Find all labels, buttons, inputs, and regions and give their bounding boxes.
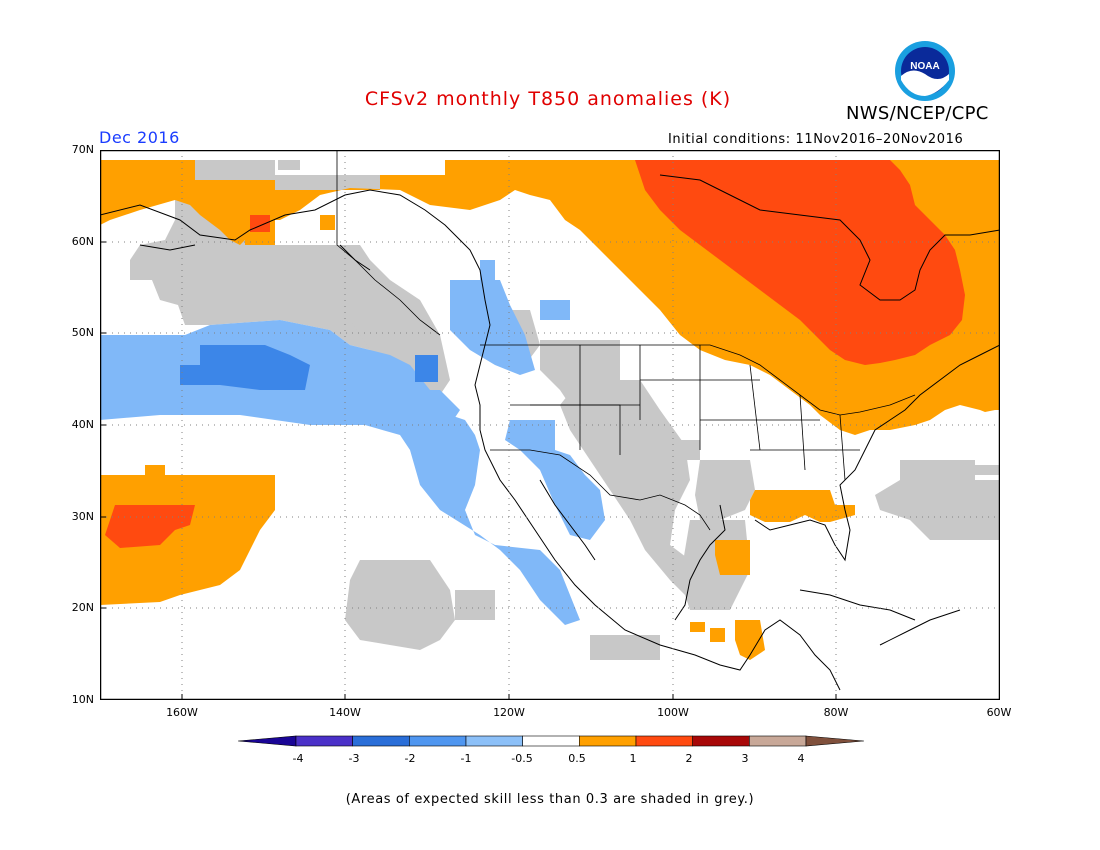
colorbar-swatch <box>805 735 864 747</box>
lon-label-140w: 140W <box>329 706 361 719</box>
initial-conditions: Initial conditions: 11Nov2016–20Nov2016 <box>668 132 964 147</box>
colorbar-label: 1 <box>629 752 637 765</box>
valid-month: Dec 2016 <box>99 128 180 147</box>
colorbar-swatch <box>522 735 580 747</box>
anomaly-shading <box>100 160 1000 660</box>
cool-anomaly-core <box>180 345 438 390</box>
lat-label-60n: 60N <box>71 235 94 248</box>
colorbar-label: -2 <box>404 752 416 765</box>
colorbar-swatch <box>465 735 523 747</box>
noaa-logo-text: NOAA <box>910 61 939 72</box>
colorbar-swatch <box>352 735 410 747</box>
coastlines <box>100 174 1000 691</box>
lat-label-20n: 20N <box>71 601 94 614</box>
colorbar-label: -1 <box>460 752 472 765</box>
agency-label: NWS/NCEP/CPC <box>846 103 989 124</box>
graticule <box>100 150 1000 700</box>
colorbar-label: -0.5 <box>511 752 533 765</box>
colorbar-label: 2 <box>685 752 693 765</box>
colorbar-swatch <box>635 735 693 747</box>
noaa-logo: NOAA <box>895 41 955 101</box>
colorbar-label: -4 <box>292 752 304 765</box>
colorbar <box>238 735 864 747</box>
colorbar-label: -3 <box>348 752 360 765</box>
map-frame <box>100 150 1000 700</box>
lat-label-50n: 50N <box>71 326 94 339</box>
lon-label-120w: 120W <box>493 706 525 719</box>
anomaly-map <box>100 150 1000 700</box>
lat-label-40n: 40N <box>71 418 94 431</box>
colorbar-label: 4 <box>797 752 805 765</box>
colorbar-swatch <box>579 735 637 747</box>
colorbar-label: 0.5 <box>568 752 586 765</box>
colorbar-swatch <box>692 735 750 747</box>
map-title: CFSv2 monthly T850 anomalies (K) <box>364 88 732 110</box>
lat-label-30n: 30N <box>71 510 94 523</box>
lat-label-10n: 10N <box>71 693 94 706</box>
borders <box>336 150 916 531</box>
colorbar-swatch <box>238 735 297 747</box>
lat-label-70n: 70N <box>71 143 94 156</box>
skill-note: (Areas of expected skill less than 0.3 a… <box>345 792 755 807</box>
lon-label-80w: 80W <box>823 706 849 719</box>
colorbar-swatch <box>749 735 807 747</box>
colorbar-swatch <box>295 735 353 747</box>
lon-label-60w: 60W <box>986 706 1012 719</box>
colorbar-label: 3 <box>741 752 749 765</box>
lon-label-100w: 100W <box>657 706 689 719</box>
colorbar-swatch <box>409 735 467 747</box>
lon-label-160w: 160W <box>166 706 198 719</box>
